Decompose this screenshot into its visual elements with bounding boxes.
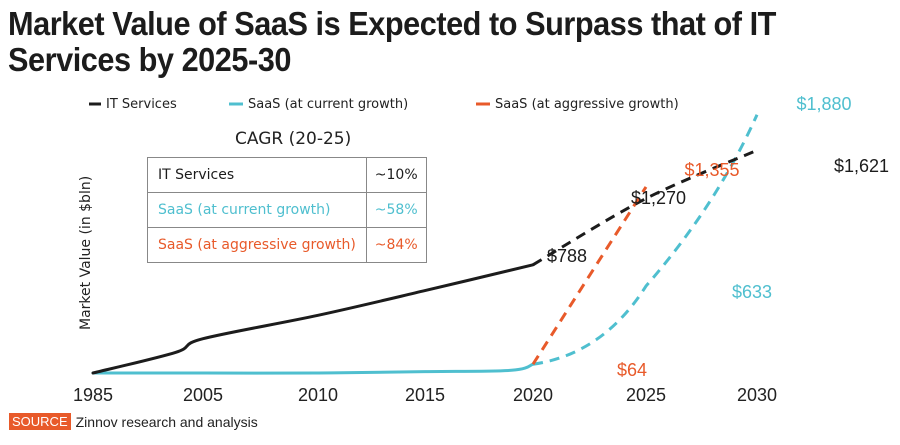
legend-label: SaaS (at current growth)	[248, 97, 408, 112]
legend-label: SaaS (at aggressive growth)	[495, 97, 679, 112]
series-layer	[91, 114, 759, 375]
x-tick-label: 2030	[737, 385, 777, 405]
source-text: Zinnov research and analysis	[75, 413, 258, 430]
cagr-value: ~84%	[365, 227, 427, 263]
legend-entry-it-services: IT Services	[89, 97, 177, 112]
cagr-row: IT Services ~10%	[147, 157, 427, 193]
cagr-table: IT Services ~10% SaaS (at current growth) ~…	[147, 157, 427, 263]
legend-entry-saas-current: SaaS (at current growth)	[229, 97, 408, 112]
x-axis-ticks: 1985 2005 2010 2015 2020 2025 2030	[73, 385, 777, 405]
chart-title: Market Value of SaaS is Expected to Surp…	[8, 5, 776, 78]
cagr-label: SaaS (at aggressive growth)	[147, 227, 367, 263]
x-tick-label: 1985	[73, 385, 113, 405]
data-labels: $788 $1,270 $1,621 $64 $633 $1,880 $1,355	[547, 94, 889, 380]
series-line-actual	[91, 362, 535, 375]
cagr-row: SaaS (at aggressive growth) ~84%	[147, 227, 427, 263]
series-it-services	[91, 148, 758, 375]
series-line-actual	[91, 263, 535, 375]
cagr-value: ~58%	[365, 192, 427, 228]
source-badge: SOURCE	[9, 413, 71, 430]
data-label: $64	[617, 360, 647, 380]
cagr-value: ~10%	[365, 157, 427, 193]
legend: IT Services SaaS (at current growth) Saa…	[89, 97, 679, 112]
series-line-projected	[531, 186, 648, 366]
series-saas-at-aggressive-growth	[531, 186, 648, 366]
data-label: $1,270	[631, 188, 686, 208]
data-label: $1,355	[684, 160, 739, 180]
x-tick-label: 2020	[513, 385, 553, 405]
data-label: $633	[732, 282, 772, 302]
data-label: $1,621	[834, 156, 889, 176]
data-label: $788	[547, 246, 587, 266]
y-axis-label: Market Value (in $bln)	[78, 176, 94, 330]
legend-entry-saas-aggressive: SaaS (at aggressive growth)	[476, 97, 679, 112]
x-tick-label: 2015	[405, 385, 445, 405]
cagr-label: IT Services	[147, 157, 367, 193]
cagr-label: SaaS (at current growth)	[147, 192, 367, 228]
data-label: $1,880	[796, 94, 851, 114]
x-tick-label: 2005	[183, 385, 223, 405]
source-note: SOURCE Zinnov research and analysis	[9, 413, 258, 430]
x-tick-label: 2025	[626, 385, 666, 405]
cagr-row: SaaS (at current growth) ~58%	[147, 192, 427, 228]
cagr-table-title: CAGR (20-25)	[235, 129, 352, 149]
x-tick-label: 2010	[298, 385, 338, 405]
series-line-projected	[532, 148, 758, 267]
series-line-projected	[532, 114, 759, 366]
series-saas-at-current-growth	[91, 114, 759, 375]
legend-label: IT Services	[106, 97, 177, 112]
